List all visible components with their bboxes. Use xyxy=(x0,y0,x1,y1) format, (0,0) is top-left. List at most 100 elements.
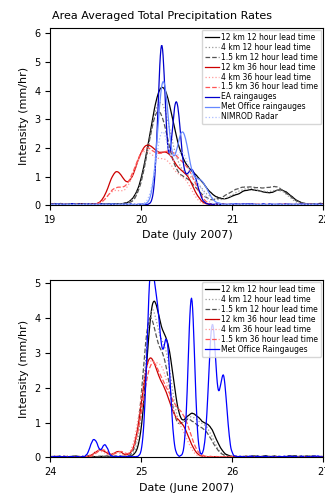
4 km 36 hour lead time xyxy=(226,202,230,208)
1.5 km 36 hour lead time xyxy=(276,202,280,208)
X-axis label: Date (July 2007): Date (July 2007) xyxy=(141,230,232,240)
4 km 12 hour lead time xyxy=(180,166,184,172)
1.5 km 12 hour lead time xyxy=(212,196,215,202)
4 km 12 hour lead time xyxy=(273,453,277,459)
Met Office Raingauges xyxy=(321,454,325,460)
1.5 km 36 hour lead time xyxy=(48,202,52,208)
12 km 12 hour lead time xyxy=(197,175,201,181)
Met Office raingauges xyxy=(278,202,282,208)
12 km 36 hour lead time xyxy=(179,419,183,425)
Y-axis label: Intensity (mm/hr): Intensity (mm/hr) xyxy=(19,68,29,166)
Met Office Raingauges xyxy=(316,453,320,459)
Line: 1.5 km 36 hour lead time: 1.5 km 36 hour lead time xyxy=(50,148,323,205)
NIMROD Radar xyxy=(48,202,52,207)
Met Office raingauges xyxy=(48,202,52,207)
12 km 36 hour lead time xyxy=(212,454,215,460)
1.5 km 36 hour lead time xyxy=(180,158,184,164)
Y-axis label: Intensity (mm/hr): Intensity (mm/hr) xyxy=(19,320,29,418)
1.5 km 12 hour lead time xyxy=(315,201,319,207)
12 km 36 hour lead time xyxy=(180,168,184,174)
1.5 km 12 hour lead time xyxy=(273,454,277,460)
4 km 36 hour lead time xyxy=(321,454,325,460)
4 km 36 hour lead time xyxy=(197,198,201,203)
4 km 12 hour lead time xyxy=(321,202,325,207)
EA raingauges xyxy=(197,186,201,192)
4 km 36 hour lead time xyxy=(48,202,52,208)
NIMROD Radar xyxy=(316,202,320,207)
12 km 12 hour lead time xyxy=(54,454,58,460)
Line: 4 km 36 hour lead time: 4 km 36 hour lead time xyxy=(50,151,323,205)
EA raingauges xyxy=(180,150,184,156)
1.5 km 12 hour lead time xyxy=(48,454,52,460)
NIMROD Radar xyxy=(212,201,216,207)
12 km 36 hour lead time xyxy=(149,355,152,361)
4 km 36 hour lead time xyxy=(212,202,215,207)
1.5 km 36 hour lead time xyxy=(145,145,149,151)
Met Office Raingauges xyxy=(48,454,52,460)
4 km 12 hour lead time xyxy=(158,100,162,105)
12 km 12 hour lead time xyxy=(273,188,277,194)
12 km 36 hour lead time xyxy=(146,142,150,148)
4 km 36 hour lead time xyxy=(180,426,184,432)
Line: 1.5 km 12 hour lead time: 1.5 km 12 hour lead time xyxy=(50,318,323,457)
1.5 km 36 hour lead time xyxy=(273,454,277,460)
4 km 36 hour lead time xyxy=(150,358,154,364)
1.5 km 12 hour lead time xyxy=(179,420,183,426)
Met Office raingauges xyxy=(316,201,320,207)
12 km 12 hour lead time xyxy=(181,417,185,423)
1.5 km 12 hour lead time xyxy=(197,188,201,194)
EA raingauges xyxy=(160,42,164,48)
1.5 km 36 hour lead time xyxy=(197,188,201,194)
Line: 4 km 36 hour lead time: 4 km 36 hour lead time xyxy=(50,361,323,457)
1.5 km 12 hour lead time xyxy=(179,172,183,177)
1.5 km 12 hour lead time xyxy=(157,108,161,114)
1.5 km 12 hour lead time xyxy=(212,440,215,446)
4 km 12 hour lead time xyxy=(315,202,319,207)
1.5 km 36 hour lead time xyxy=(273,202,277,207)
12 km 12 hour lead time xyxy=(179,416,183,422)
1.5 km 36 hour lead time xyxy=(48,454,52,460)
1.5 km 36 hour lead time xyxy=(321,202,325,207)
Text: Area Averaged Total Precipitation Rates: Area Averaged Total Precipitation Rates xyxy=(53,11,272,21)
12 km 12 hour lead time xyxy=(48,454,52,460)
Met Office Raingauges xyxy=(296,454,300,460)
12 km 36 hour lead time xyxy=(212,202,215,208)
NIMROD Radar xyxy=(321,202,325,208)
4 km 36 hour lead time xyxy=(273,454,277,460)
Met Office Raingauges xyxy=(150,262,153,268)
12 km 36 hour lead time xyxy=(316,202,320,207)
4 km 12 hour lead time xyxy=(212,196,215,202)
4 km 12 hour lead time xyxy=(48,202,52,208)
4 km 12 hour lead time xyxy=(150,306,154,312)
EA raingauges xyxy=(179,132,183,138)
12 km 12 hour lead time xyxy=(160,84,164,90)
EA raingauges xyxy=(212,202,215,207)
1.5 km 12 hour lead time xyxy=(315,454,319,460)
12 km 12 hour lead time xyxy=(212,430,216,436)
4 km 12 hour lead time xyxy=(321,454,325,460)
4 km 36 hour lead time xyxy=(273,202,277,207)
1.5 km 36 hour lead time xyxy=(212,201,215,207)
X-axis label: Date (June 2007): Date (June 2007) xyxy=(139,483,234,493)
12 km 36 hour lead time xyxy=(273,202,277,207)
1.5 km 36 hour lead time xyxy=(316,202,320,207)
12 km 12 hour lead time xyxy=(152,298,156,304)
4 km 36 hour lead time xyxy=(197,452,201,458)
4 km 12 hour lead time xyxy=(197,418,201,424)
Met Office raingauges xyxy=(162,78,165,84)
Met Office raingauges xyxy=(180,129,184,135)
4 km 12 hour lead time xyxy=(179,420,183,426)
4 km 12 hour lead time xyxy=(273,188,277,194)
Line: Met Office raingauges: Met Office raingauges xyxy=(50,82,323,205)
1.5 km 36 hour lead time xyxy=(151,360,155,366)
EA raingauges xyxy=(321,202,325,207)
4 km 36 hour lead time xyxy=(143,148,147,154)
EA raingauges xyxy=(265,202,269,208)
12 km 12 hour lead time xyxy=(315,200,319,206)
1.5 km 12 hour lead time xyxy=(149,314,152,320)
NIMROD Radar xyxy=(181,150,185,156)
Line: EA raingauges: EA raingauges xyxy=(50,46,323,205)
Line: 4 km 12 hour lead time: 4 km 12 hour lead time xyxy=(50,102,323,205)
12 km 12 hour lead time xyxy=(321,454,325,460)
12 km 12 hour lead time xyxy=(212,192,215,198)
